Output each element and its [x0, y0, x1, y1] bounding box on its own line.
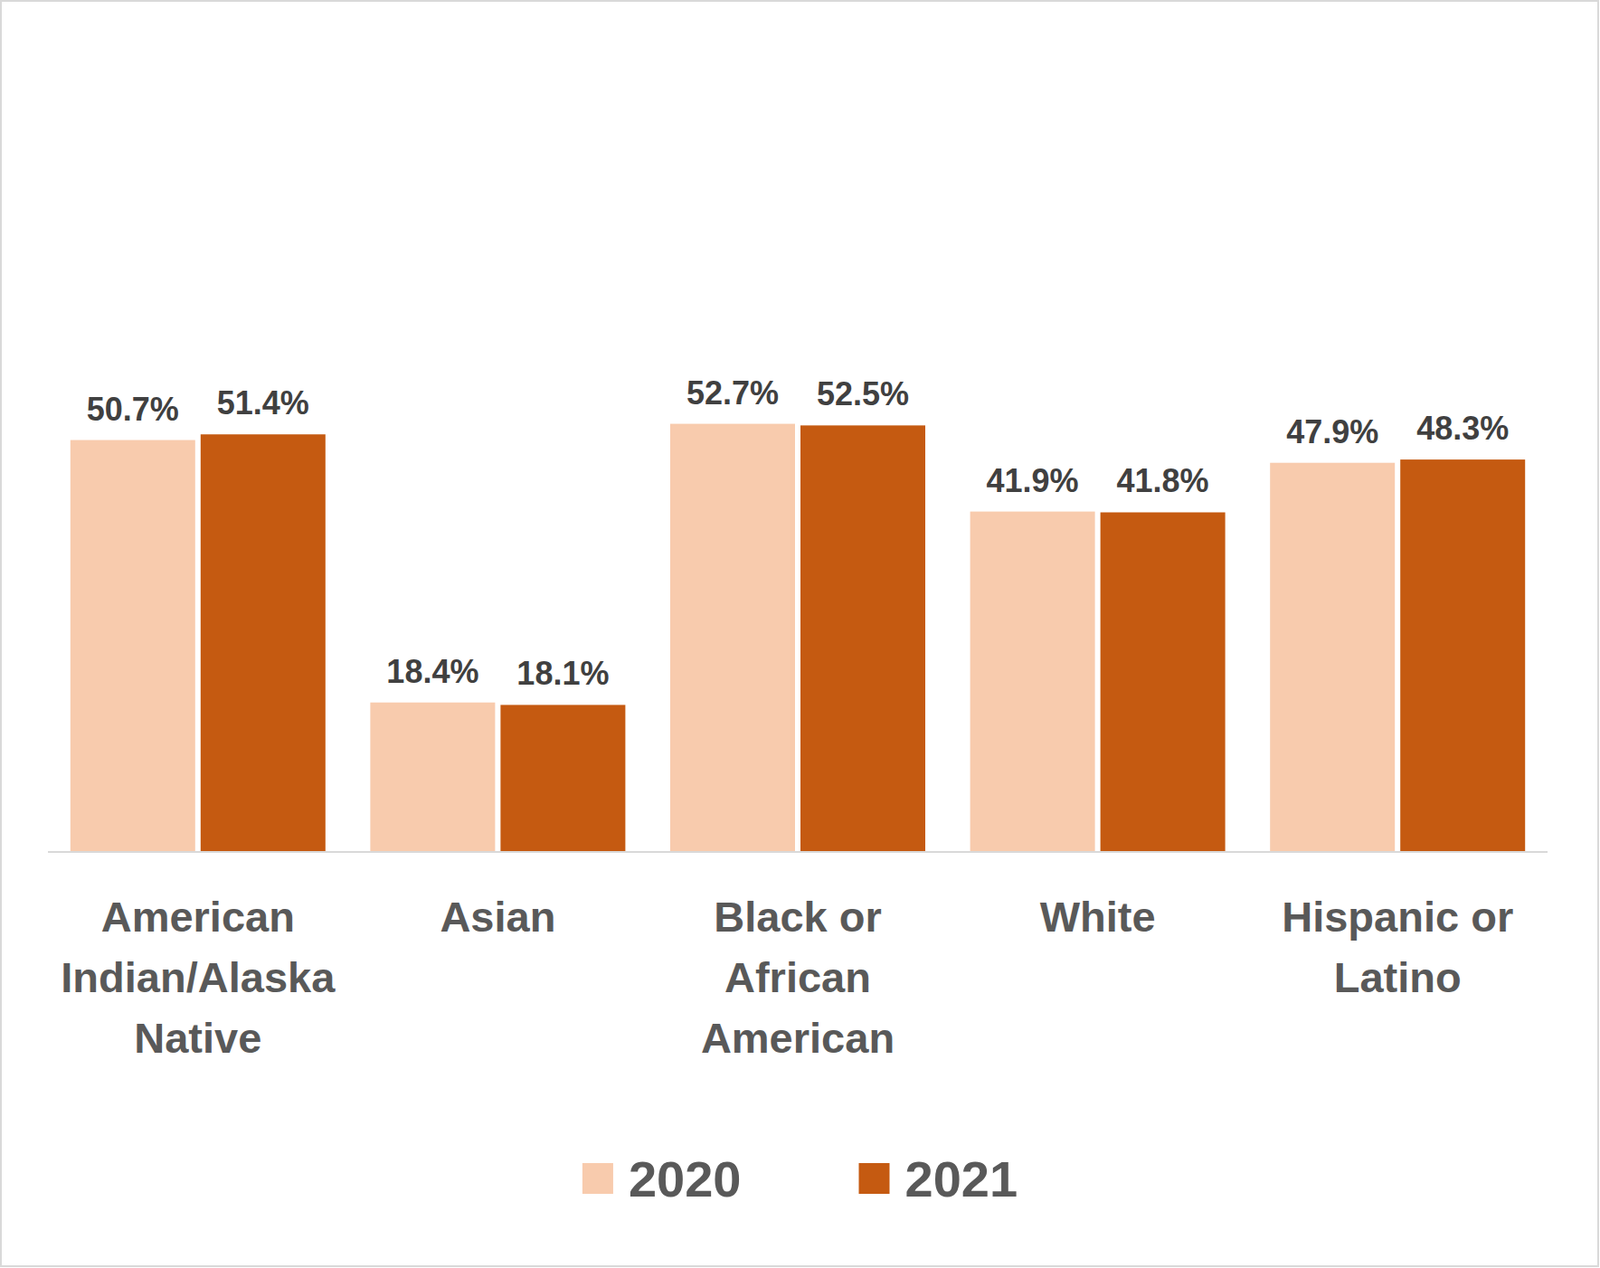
data-label: 48.3%	[1416, 409, 1509, 447]
chart-border	[0, 0, 1599, 1267]
data-label: 41.9%	[986, 462, 1080, 500]
chart-root: 50.7% 18.4% 52.7% 41.9% 47.9% 51.4% 18.1% 52.5%…	[0, 0, 1600, 1268]
bar	[1269, 463, 1395, 853]
bar	[670, 424, 796, 853]
bar	[800, 425, 926, 853]
bar	[1100, 511, 1226, 853]
data-label: 47.9%	[1286, 413, 1379, 451]
data-label: 18.1%	[516, 654, 609, 692]
bar	[1400, 459, 1525, 853]
y-tick	[47, 851, 1548, 853]
x-tick-label: White	[1040, 892, 1156, 941]
bars	[70, 424, 1525, 853]
legend-swatch	[859, 1163, 890, 1194]
bar	[200, 434, 326, 853]
y-tick	[47, 364, 1548, 366]
bar	[369, 702, 495, 853]
data-label: 52.7%	[686, 374, 779, 412]
legend-label: 2020	[628, 1150, 742, 1208]
legend: 2020 2021	[582, 1150, 1018, 1208]
legend-swatch	[582, 1163, 614, 1194]
x-tick-label: Black orAfricanAmerican	[700, 892, 895, 1062]
x-tick-label: Hispanic orLatino	[1281, 892, 1514, 1002]
chart: 50.7% 18.4% 52.7% 41.9% 47.9% 51.4% 18.1% 52.5%…	[0, 0, 1600, 1268]
bar	[500, 704, 625, 853]
data-label: 52.5%	[816, 375, 909, 413]
data-label: 41.8%	[1117, 462, 1210, 500]
data-label: 50.7%	[86, 390, 180, 428]
data-label: 51.4%	[217, 384, 310, 422]
data-label: 18.4%	[386, 653, 479, 691]
x-tick-label: Asian	[439, 892, 556, 941]
bar	[970, 511, 1096, 853]
x-tick-label: AmericanIndian/AlaskaNative	[60, 892, 336, 1062]
legend-label: 2021	[905, 1150, 1019, 1208]
bar	[70, 440, 196, 853]
